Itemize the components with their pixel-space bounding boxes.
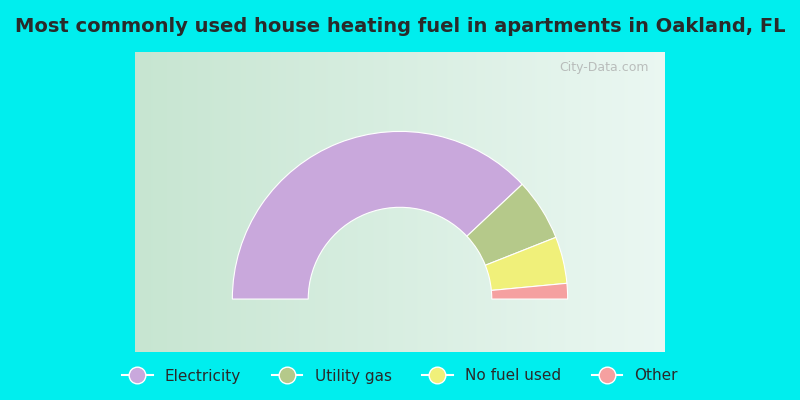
- Wedge shape: [232, 132, 522, 299]
- Text: Most commonly used house heating fuel in apartments in Oakland, FL: Most commonly used house heating fuel in…: [14, 16, 786, 36]
- Text: City-Data.com: City-Data.com: [559, 61, 649, 74]
- Legend: Electricity, Utility gas, No fuel used, Other: Electricity, Utility gas, No fuel used, …: [116, 362, 684, 390]
- Wedge shape: [491, 283, 568, 299]
- Wedge shape: [486, 237, 567, 290]
- Wedge shape: [467, 184, 556, 265]
